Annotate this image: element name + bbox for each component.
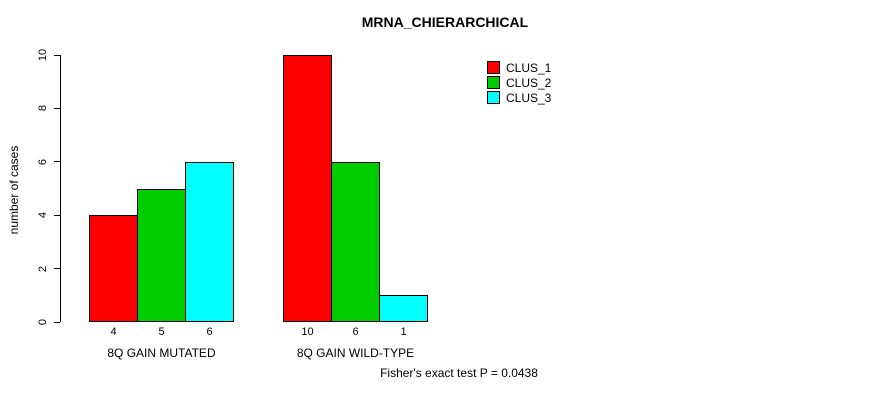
- legend-item: CLUS_3: [487, 90, 551, 105]
- legend-swatch: [487, 91, 500, 104]
- y-tick-label: 6: [37, 158, 49, 165]
- chart-title: MRNA_CHIERARCHICAL: [361, 14, 529, 30]
- legend-swatch: [487, 76, 500, 89]
- bar-value-label: 6: [352, 326, 359, 338]
- y-tick-label: 0: [37, 318, 49, 326]
- bar-clus_1: 4: [89, 215, 138, 338]
- y-tick-mark: [54, 321, 60, 323]
- legend-item: CLUS_2: [487, 75, 551, 90]
- y-tick-label: 8: [37, 105, 49, 112]
- legend: CLUS_1 CLUS_2 CLUS_3: [487, 60, 551, 105]
- bar-clus_1: 10: [283, 55, 332, 338]
- y-tick-mark: [54, 107, 60, 109]
- plot-area: 4 5 6 8Q GAIN MUTATED 10 6 1 8Q GAIN WILD-TYPE …: [37, 49, 441, 360]
- bar-group: 10 6 1 8Q GAIN WILD-TYPE: [283, 55, 428, 360]
- y-tick-label: 2: [37, 265, 49, 272]
- y-tick-mark: [54, 161, 60, 163]
- y-tick-mark: [54, 214, 60, 216]
- bar-value-label: 6: [206, 326, 213, 338]
- legend-label: CLUS_3: [506, 90, 552, 105]
- y-tick-mark: [54, 54, 60, 56]
- bars-container: 4 5 6 8Q GAIN MUTATED 10 6 1 8Q GAIN WILD-TYPE: [61, 55, 441, 360]
- legend-label: CLUS_1: [506, 60, 552, 75]
- annotation-text: Fisher's exact test P = 0.0438: [380, 366, 538, 380]
- bar-value-label: 1: [400, 326, 407, 338]
- bar-value-label: 10: [301, 326, 314, 338]
- legend-label: CLUS_2: [506, 75, 552, 90]
- bar-clus_2: 5: [137, 188, 186, 338]
- legend-swatch: [487, 61, 500, 74]
- bar-value-label: 5: [158, 326, 165, 338]
- y-tick-mark: [54, 268, 60, 270]
- x-group-label: 8Q GAIN WILD-TYPE: [296, 346, 415, 360]
- y-tick-label: 4: [37, 212, 49, 219]
- y-tick-label: 10: [37, 48, 49, 62]
- y-axis-label: number of cases: [7, 145, 21, 235]
- bar-clus_3: 1: [379, 295, 428, 338]
- bar-value-label: 4: [110, 326, 117, 338]
- bar-clus_3: 6: [185, 161, 234, 338]
- x-group-label: 8Q GAIN MUTATED: [107, 346, 216, 360]
- bar-group: 4 5 6 8Q GAIN MUTATED: [89, 55, 234, 360]
- bar-clus_2: 6: [331, 161, 380, 338]
- legend-item: CLUS_1: [487, 60, 551, 75]
